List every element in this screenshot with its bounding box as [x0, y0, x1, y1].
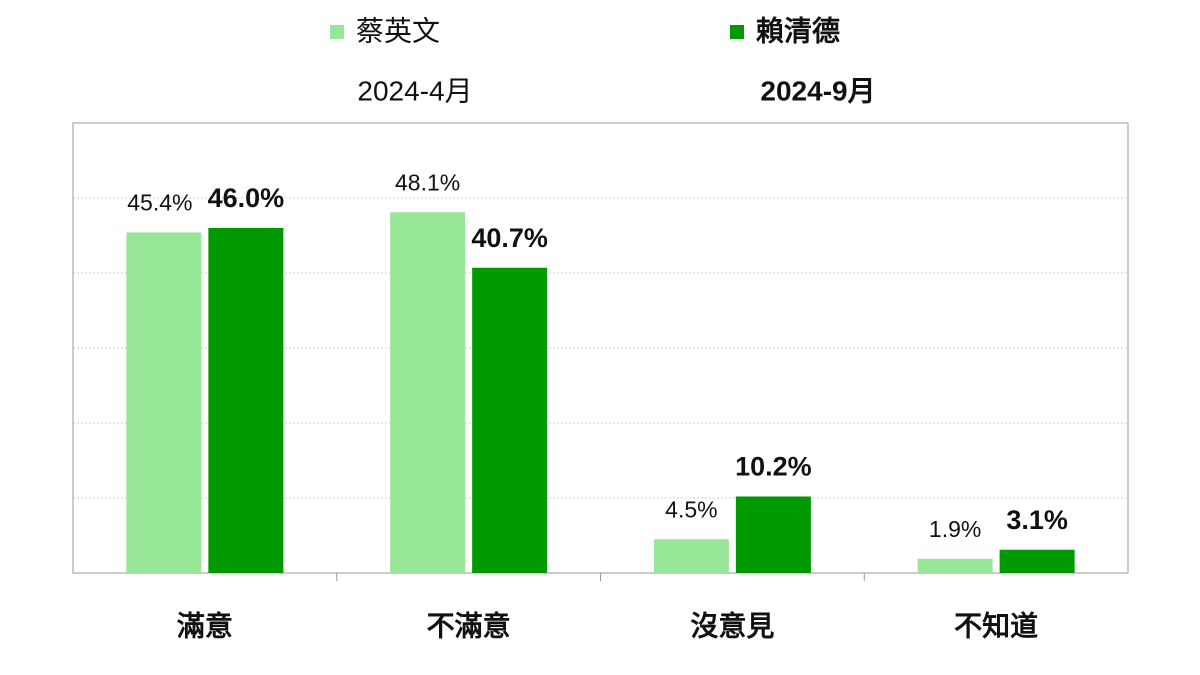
bar — [472, 267, 548, 573]
bar — [390, 212, 466, 573]
value-label: 46.0% — [208, 183, 285, 213]
bar — [999, 549, 1075, 573]
value-label: 3.1% — [1006, 505, 1068, 535]
bar — [126, 232, 202, 573]
x-tick-label: 不滿意 — [427, 609, 511, 641]
value-label: 1.9% — [929, 516, 981, 542]
value-label: 10.2% — [735, 452, 812, 482]
value-label: 40.7% — [471, 223, 548, 253]
value-label: 48.1% — [395, 169, 460, 195]
value-label: 45.4% — [127, 190, 192, 216]
legend-label: 賴清德 — [756, 15, 840, 46]
bar — [208, 228, 284, 573]
x-tick-label: 沒意見 — [690, 609, 774, 641]
period-label: 2024-4月 — [357, 75, 472, 106]
value-label: 4.5% — [665, 496, 717, 522]
legend-swatch — [330, 25, 344, 39]
bar — [653, 539, 729, 573]
bar — [917, 558, 993, 573]
x-tick-label: 滿意 — [177, 609, 233, 641]
x-tick-label: 不知道 — [954, 609, 1038, 641]
legend-label: 蔡英文 — [356, 15, 440, 46]
period-label: 2024-9月 — [760, 75, 875, 106]
bar — [735, 496, 811, 573]
legend-swatch — [730, 25, 744, 39]
